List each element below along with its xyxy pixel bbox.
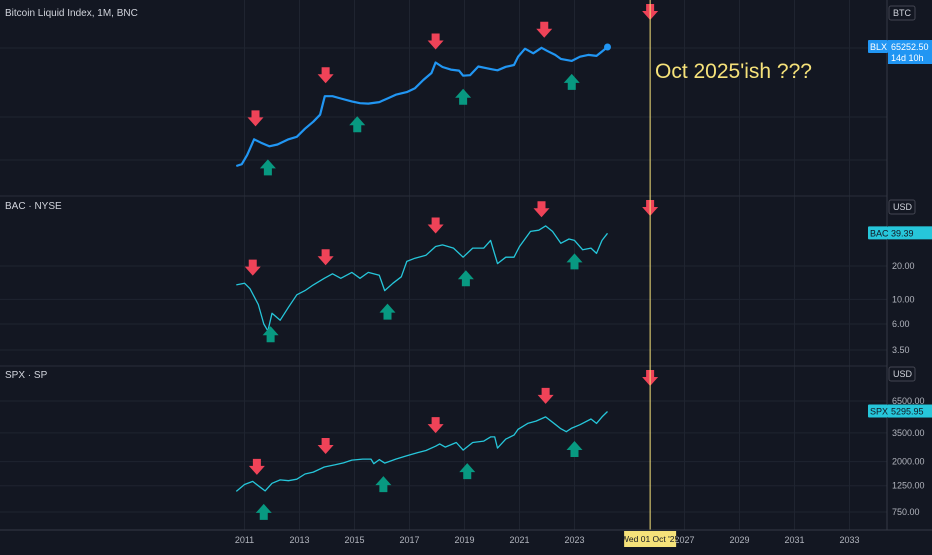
red-down-arrow [533,201,550,218]
green-up-arrow [566,441,583,458]
time-axis-background [0,530,932,550]
bac-symbol-tag [868,226,888,240]
red-down-arrow [244,259,261,276]
bac-last-price: 39.39 [891,228,914,238]
blx-last-price: 65252.50 [891,42,929,52]
blx-pane-title: Bitcoin Liquid Index, 1M, BNC [5,8,138,19]
green-up-arrow [262,326,279,343]
spx-y-tick-label: 3500.00 [892,428,925,438]
spx-currency-label: USD [893,369,913,379]
arrow-layer [244,4,659,520]
blx-price-tag [888,40,932,64]
spx-symbol-tag [868,404,888,418]
blx-countdown: 14d 10h [891,53,924,63]
bac-currency-box[interactable] [888,199,916,215]
red-down-arrow [248,458,265,475]
red-down-arrow [317,249,334,266]
green-up-arrow [459,463,476,480]
bac-y-tick-label: 3.50 [892,345,910,355]
marker-date-box [624,531,677,547]
x-tick-label: 2011 [235,535,254,545]
green-up-arrow [375,476,392,493]
green-up-arrow [457,270,474,287]
bac-price-tag [888,226,932,240]
spx-y-tick-label: 6500.00 [892,396,925,406]
red-down-arrow [427,417,444,434]
x-tick-label: 2027 [674,535,694,545]
blx-symbol-tag [868,40,888,53]
spx-series-line [235,411,608,492]
spx-y-tick-label: 750.00 [892,507,920,517]
time-axis[interactable]: 2011 2013 2015 2017 2019 2021 2023 2027 2029 2031… [0,529,932,550]
bac-pane-title: BAC · NYSE [5,201,62,212]
green-up-arrow [349,116,366,133]
x-tick-label: 2033 [839,535,859,545]
red-down-arrow [537,387,554,404]
x-tick-label: 2031 [784,535,804,545]
series-layer [235,43,611,492]
red-down-arrow [317,67,334,84]
spx-price-tag [888,404,932,418]
annotation-text: Oct 2025'ish ??? [655,60,812,83]
green-up-arrow [566,253,583,270]
blx-currency-label: BTC [893,8,912,18]
pane-dividers [0,195,887,367]
x-tick-label: 2021 [509,535,529,545]
pane-title-group: Bitcoin Liquid Index, 1M, BNC BAC · NYSE… [5,8,138,381]
blx-last-point [604,43,611,51]
green-up-arrow [379,303,396,320]
green-up-arrow [455,88,472,105]
y-tick-layer: 20.00 10.00 6.00 3.50 6500.00 3500.00 2000.00 1… [892,261,925,517]
spx-pane-title: SPX · SP [5,370,48,381]
bac-y-tick-label: 20.00 [892,261,915,271]
bac-symbol-text: BAC [870,228,889,238]
red-down-arrow [317,437,334,454]
bac-y-tick-label: 6.00 [892,319,910,329]
green-up-arrow [563,73,580,90]
spx-last-price: 5295.95 [891,407,924,417]
right-axis-background [887,0,932,550]
x-tick-label: 2029 [729,535,749,545]
spx-symbol-text: SPX [870,407,888,417]
x-tick-label: 2013 [289,535,309,545]
marker-date-label: Wed 01 Oct '25 [621,534,679,544]
x-tick-label: 2017 [399,535,419,545]
x-tick-label: 2023 [564,535,584,545]
x-tick-layer: 2011 2013 2015 2017 2019 2021 2023 2027 2029 2031… [235,531,860,547]
blx-series-line [235,46,609,168]
blx-symbol-text: BLX [870,42,887,52]
x-tick-label: 2019 [454,535,474,545]
green-up-arrow [255,503,272,520]
green-up-arrow [259,159,276,176]
bac-currency-label: USD [893,202,913,212]
bac-y-tick-label: 10.00 [892,294,915,304]
red-down-arrow [427,33,444,50]
spx-y-tick-label: 1250.00 [892,481,925,491]
spx-currency-box[interactable] [888,366,916,382]
blx-currency-box[interactable] [888,5,916,21]
red-down-arrow [247,110,264,127]
red-down-arrow [427,217,444,234]
spx-y-tick-label: 2000.00 [892,457,925,467]
x-tick-label: 2015 [344,535,364,545]
bac-series-line [236,225,609,332]
red-down-arrow [536,21,553,38]
right-axis[interactable]: BTC USD USD 20.00 10.00 6.00 3.50 6500.00 350… [886,0,932,550]
grid [0,0,887,530]
